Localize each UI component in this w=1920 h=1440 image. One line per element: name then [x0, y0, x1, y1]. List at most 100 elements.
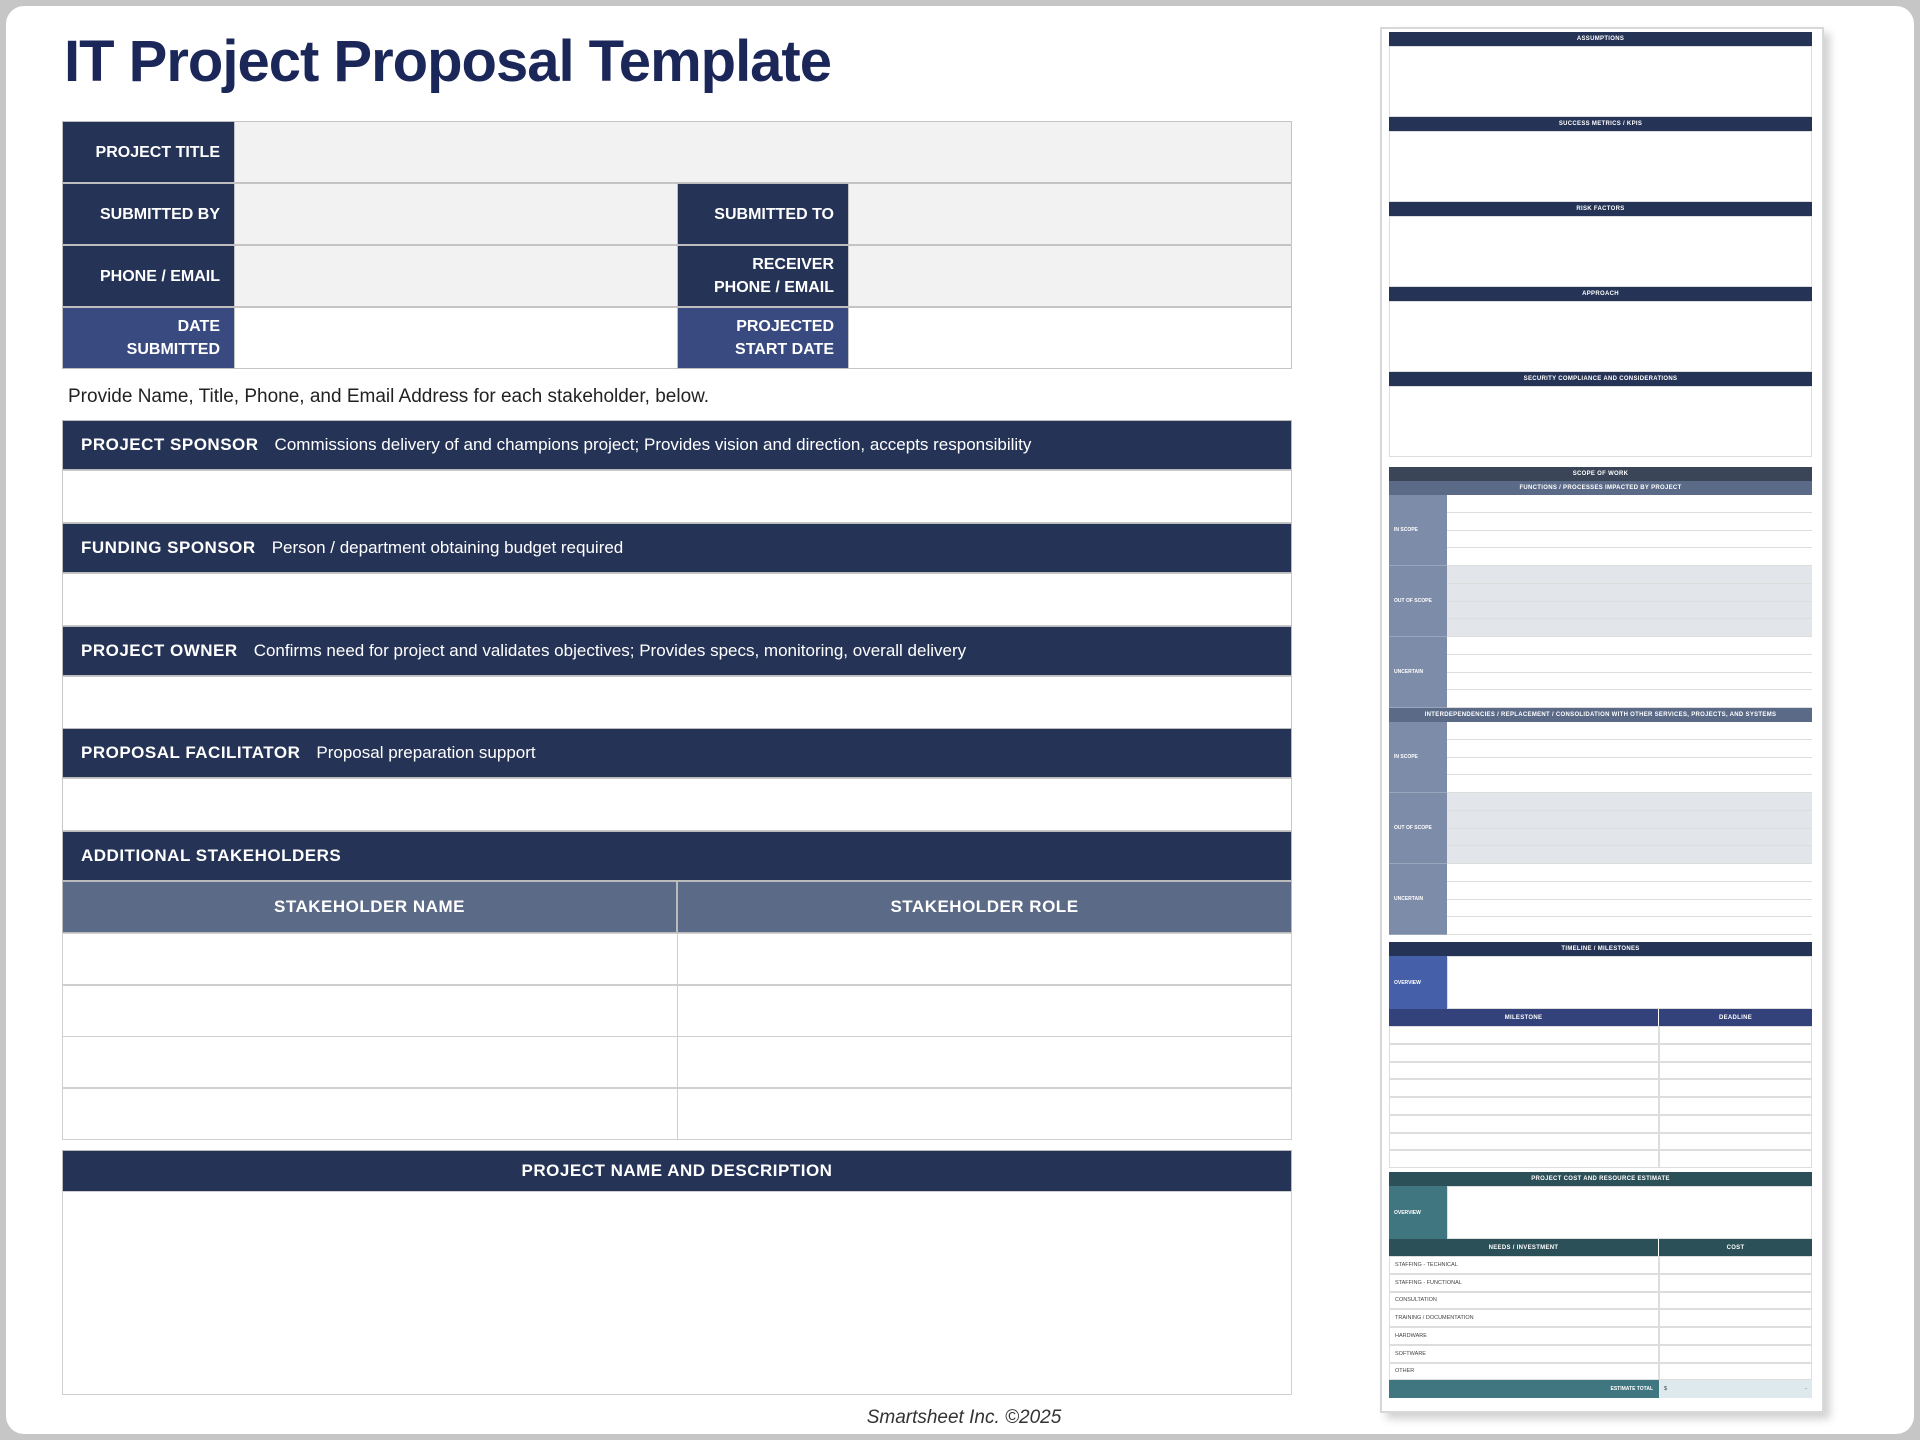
role-contact-field[interactable] — [62, 573, 1292, 626]
preview-section-body[interactable] — [1389, 131, 1812, 202]
cost-value-cell[interactable] — [1659, 1291, 1812, 1310]
timeline-overview-field[interactable] — [1447, 956, 1812, 1009]
stakeholder-role-cell[interactable] — [677, 933, 1292, 985]
scope-row[interactable] — [1447, 566, 1812, 584]
role-contact-field[interactable] — [62, 470, 1292, 523]
scope-row[interactable] — [1447, 828, 1812, 847]
scope-row[interactable] — [1447, 672, 1812, 691]
role-description: Proposal preparation support — [316, 743, 536, 762]
stakeholder-name-cell[interactable] — [62, 1036, 678, 1088]
cost-value-cell[interactable] — [1659, 1362, 1812, 1381]
col-needs: NEEDS / INVESTMENT — [1389, 1239, 1659, 1256]
stakeholder-role-cell[interactable] — [677, 1036, 1292, 1088]
milestone-cell[interactable] — [1389, 1043, 1659, 1062]
role-header-3: PROPOSAL FACILITATOR Proposal preparation… — [62, 728, 1292, 778]
submitted-to-field[interactable] — [848, 183, 1292, 245]
stakeholder-name-cell[interactable] — [62, 933, 678, 985]
phone-email-field[interactable] — [234, 245, 678, 307]
preview-section-header: RISK FACTORS — [1389, 202, 1812, 216]
page-title: IT Project Proposal Template — [64, 29, 832, 94]
deadline-cell[interactable] — [1659, 1026, 1812, 1044]
cost-value-cell[interactable] — [1659, 1256, 1812, 1274]
timeline-overview-label: OVERVIEW — [1389, 956, 1447, 1009]
deadline-cell[interactable] — [1659, 1043, 1812, 1062]
role-header-2: PROJECT OWNER Confirms need for project a… — [62, 626, 1292, 676]
project-description-field[interactable] — [62, 1191, 1292, 1395]
stakeholder-role-cell[interactable] — [677, 984, 1292, 1037]
scope-row[interactable] — [1447, 601, 1812, 620]
cost-value-cell[interactable] — [1659, 1309, 1812, 1327]
scope-row[interactable] — [1447, 654, 1812, 673]
preview-section-body[interactable] — [1389, 386, 1812, 457]
deadline-cell[interactable] — [1659, 1097, 1812, 1115]
section-title: PROJECT NAME AND DESCRIPTION — [521, 1161, 833, 1180]
stakeholder-instruction: Provide Name, Title, Phone, and Email Ad… — [68, 386, 710, 407]
stakeholder-role-cell[interactable] — [677, 1087, 1292, 1140]
scope-row[interactable] — [1447, 864, 1812, 882]
label-line: DATE — [177, 318, 220, 335]
scope-row[interactable] — [1447, 757, 1812, 776]
preview-section-header: SECURITY COMPLIANCE AND CONSIDERATIONS — [1389, 372, 1812, 386]
col-stakeholder-role: STAKEHOLDER ROLE — [677, 881, 1292, 933]
milestone-cell[interactable] — [1389, 1150, 1659, 1168]
scope-row[interactable] — [1447, 810, 1812, 829]
role-description: Commissions delivery of and champions pr… — [274, 435, 1032, 454]
deadline-cell[interactable] — [1659, 1150, 1812, 1168]
label-line: PHONE / EMAIL — [713, 279, 834, 296]
milestone-cell[interactable] — [1389, 1061, 1659, 1080]
role-contact-field[interactable] — [62, 778, 1292, 831]
stakeholder-name-cell[interactable] — [62, 984, 678, 1037]
submitted-by-field[interactable] — [234, 183, 678, 245]
milestone-cell[interactable] — [1389, 1079, 1659, 1097]
deadline-cell[interactable] — [1659, 1061, 1812, 1080]
receiver-phone-email-field[interactable] — [848, 245, 1292, 307]
deadline-cell[interactable] — [1659, 1079, 1812, 1097]
scope-row[interactable] — [1447, 583, 1812, 602]
scope-row[interactable] — [1447, 512, 1812, 531]
role-description: Person / department obtaining budget req… — [271, 538, 624, 557]
scope-row[interactable] — [1447, 530, 1812, 549]
scope-row[interactable] — [1447, 793, 1812, 811]
cost-value-cell[interactable] — [1659, 1327, 1812, 1345]
scope-row[interactable] — [1447, 917, 1812, 935]
preview-section-body[interactable] — [1389, 301, 1812, 372]
milestone-cell[interactable] — [1389, 1132, 1659, 1151]
scope-row[interactable] — [1447, 722, 1812, 740]
label-line: PROJECTED — [736, 318, 834, 335]
stakeholder-name-cell[interactable] — [62, 1087, 678, 1140]
project-title-field[interactable] — [234, 121, 1292, 183]
col-deadline: DEADLINE — [1659, 1009, 1812, 1026]
scope-row[interactable] — [1447, 899, 1812, 918]
cost-overview-field[interactable] — [1447, 1186, 1812, 1239]
cost-value-cell[interactable] — [1659, 1344, 1812, 1363]
deadline-cell[interactable] — [1659, 1114, 1812, 1133]
cost-value-cell[interactable] — [1659, 1273, 1812, 1292]
col-milestone: MILESTONE — [1389, 1009, 1659, 1026]
scope-row[interactable] — [1447, 739, 1812, 758]
role-name: FUNDING SPONSOR — [81, 538, 256, 557]
scope-group-label: IN SCOPE — [1389, 495, 1447, 566]
scope-row[interactable] — [1447, 548, 1812, 566]
scope-row[interactable] — [1447, 775, 1812, 793]
scope-row[interactable] — [1447, 495, 1812, 513]
cost-item-label: OTHER — [1389, 1362, 1659, 1381]
milestone-cell[interactable] — [1389, 1097, 1659, 1115]
milestone-cell[interactable] — [1389, 1026, 1659, 1044]
deadline-cell[interactable] — [1659, 1132, 1812, 1151]
label-project-title: PROJECT TITLE — [62, 121, 235, 183]
scope-row[interactable] — [1447, 637, 1812, 655]
scope-row[interactable] — [1447, 846, 1812, 864]
preview-section-body[interactable] — [1389, 216, 1812, 287]
milestone-cell[interactable] — [1389, 1114, 1659, 1133]
projected-start-date-field[interactable] — [848, 307, 1292, 369]
scope-subheader: INTERDEPENDENCIES / REPLACEMENT / CONSOL… — [1389, 708, 1812, 722]
role-contact-field[interactable] — [62, 676, 1292, 729]
scope-group-label: OUT OF SCOPE — [1389, 566, 1447, 637]
page-preview[interactable]: ASSUMPTIONS SUCCESS METRICS / KPIS RISK FA… — [1380, 27, 1824, 1413]
date-submitted-field[interactable] — [234, 307, 678, 369]
label-line: RECEIVER — [752, 256, 834, 273]
scope-row[interactable] — [1447, 690, 1812, 708]
scope-row[interactable] — [1447, 619, 1812, 637]
preview-section-body[interactable] — [1389, 46, 1812, 117]
scope-row[interactable] — [1447, 881, 1812, 900]
